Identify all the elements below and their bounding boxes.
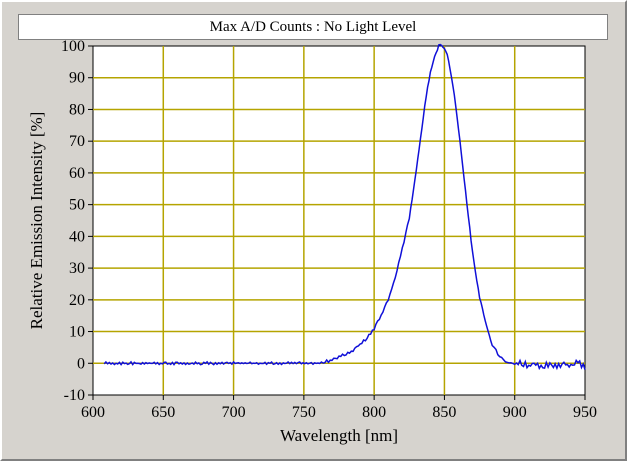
series-layer (103, 43, 586, 371)
x-tick-label: 600 (81, 404, 105, 421)
y-tick-label: 40 (69, 228, 85, 245)
y-tick-label: 60 (69, 165, 85, 182)
y-tick-label: 10 (69, 324, 85, 341)
y-tick-label: 100 (61, 38, 85, 55)
y-tick-label: 80 (69, 101, 85, 118)
chart-title: Max A/D Counts : No Light Level (18, 14, 608, 40)
series-line (103, 43, 586, 371)
x-tick-label: 950 (573, 404, 597, 421)
grid-lines (93, 46, 585, 395)
axis-ticks: 600 650 700 750 800 850 900 950 -10 0 10 20 30 40 50 60… (61, 38, 597, 421)
plot-background (92, 45, 586, 396)
x-tick-label: 900 (503, 404, 527, 421)
y-axis-label: Relative Emission Intensity [%] (27, 112, 46, 330)
y-tick-label: 50 (69, 197, 85, 214)
x-tick-label: 850 (432, 404, 456, 421)
x-tick-label: 800 (362, 404, 386, 421)
y-tick-label: 70 (69, 133, 85, 150)
y-tick-label: 20 (69, 292, 85, 309)
y-tick-label: 0 (77, 355, 85, 372)
x-axis-label: Wavelength [nm] (280, 426, 398, 445)
y-tick-label: 90 (69, 70, 85, 87)
x-tick-label: 750 (292, 404, 316, 421)
x-tick-label: 700 (222, 404, 246, 421)
y-tick-label: 30 (69, 260, 85, 277)
y-tick-label: -10 (64, 387, 85, 404)
x-tick-label: 650 (151, 404, 175, 421)
